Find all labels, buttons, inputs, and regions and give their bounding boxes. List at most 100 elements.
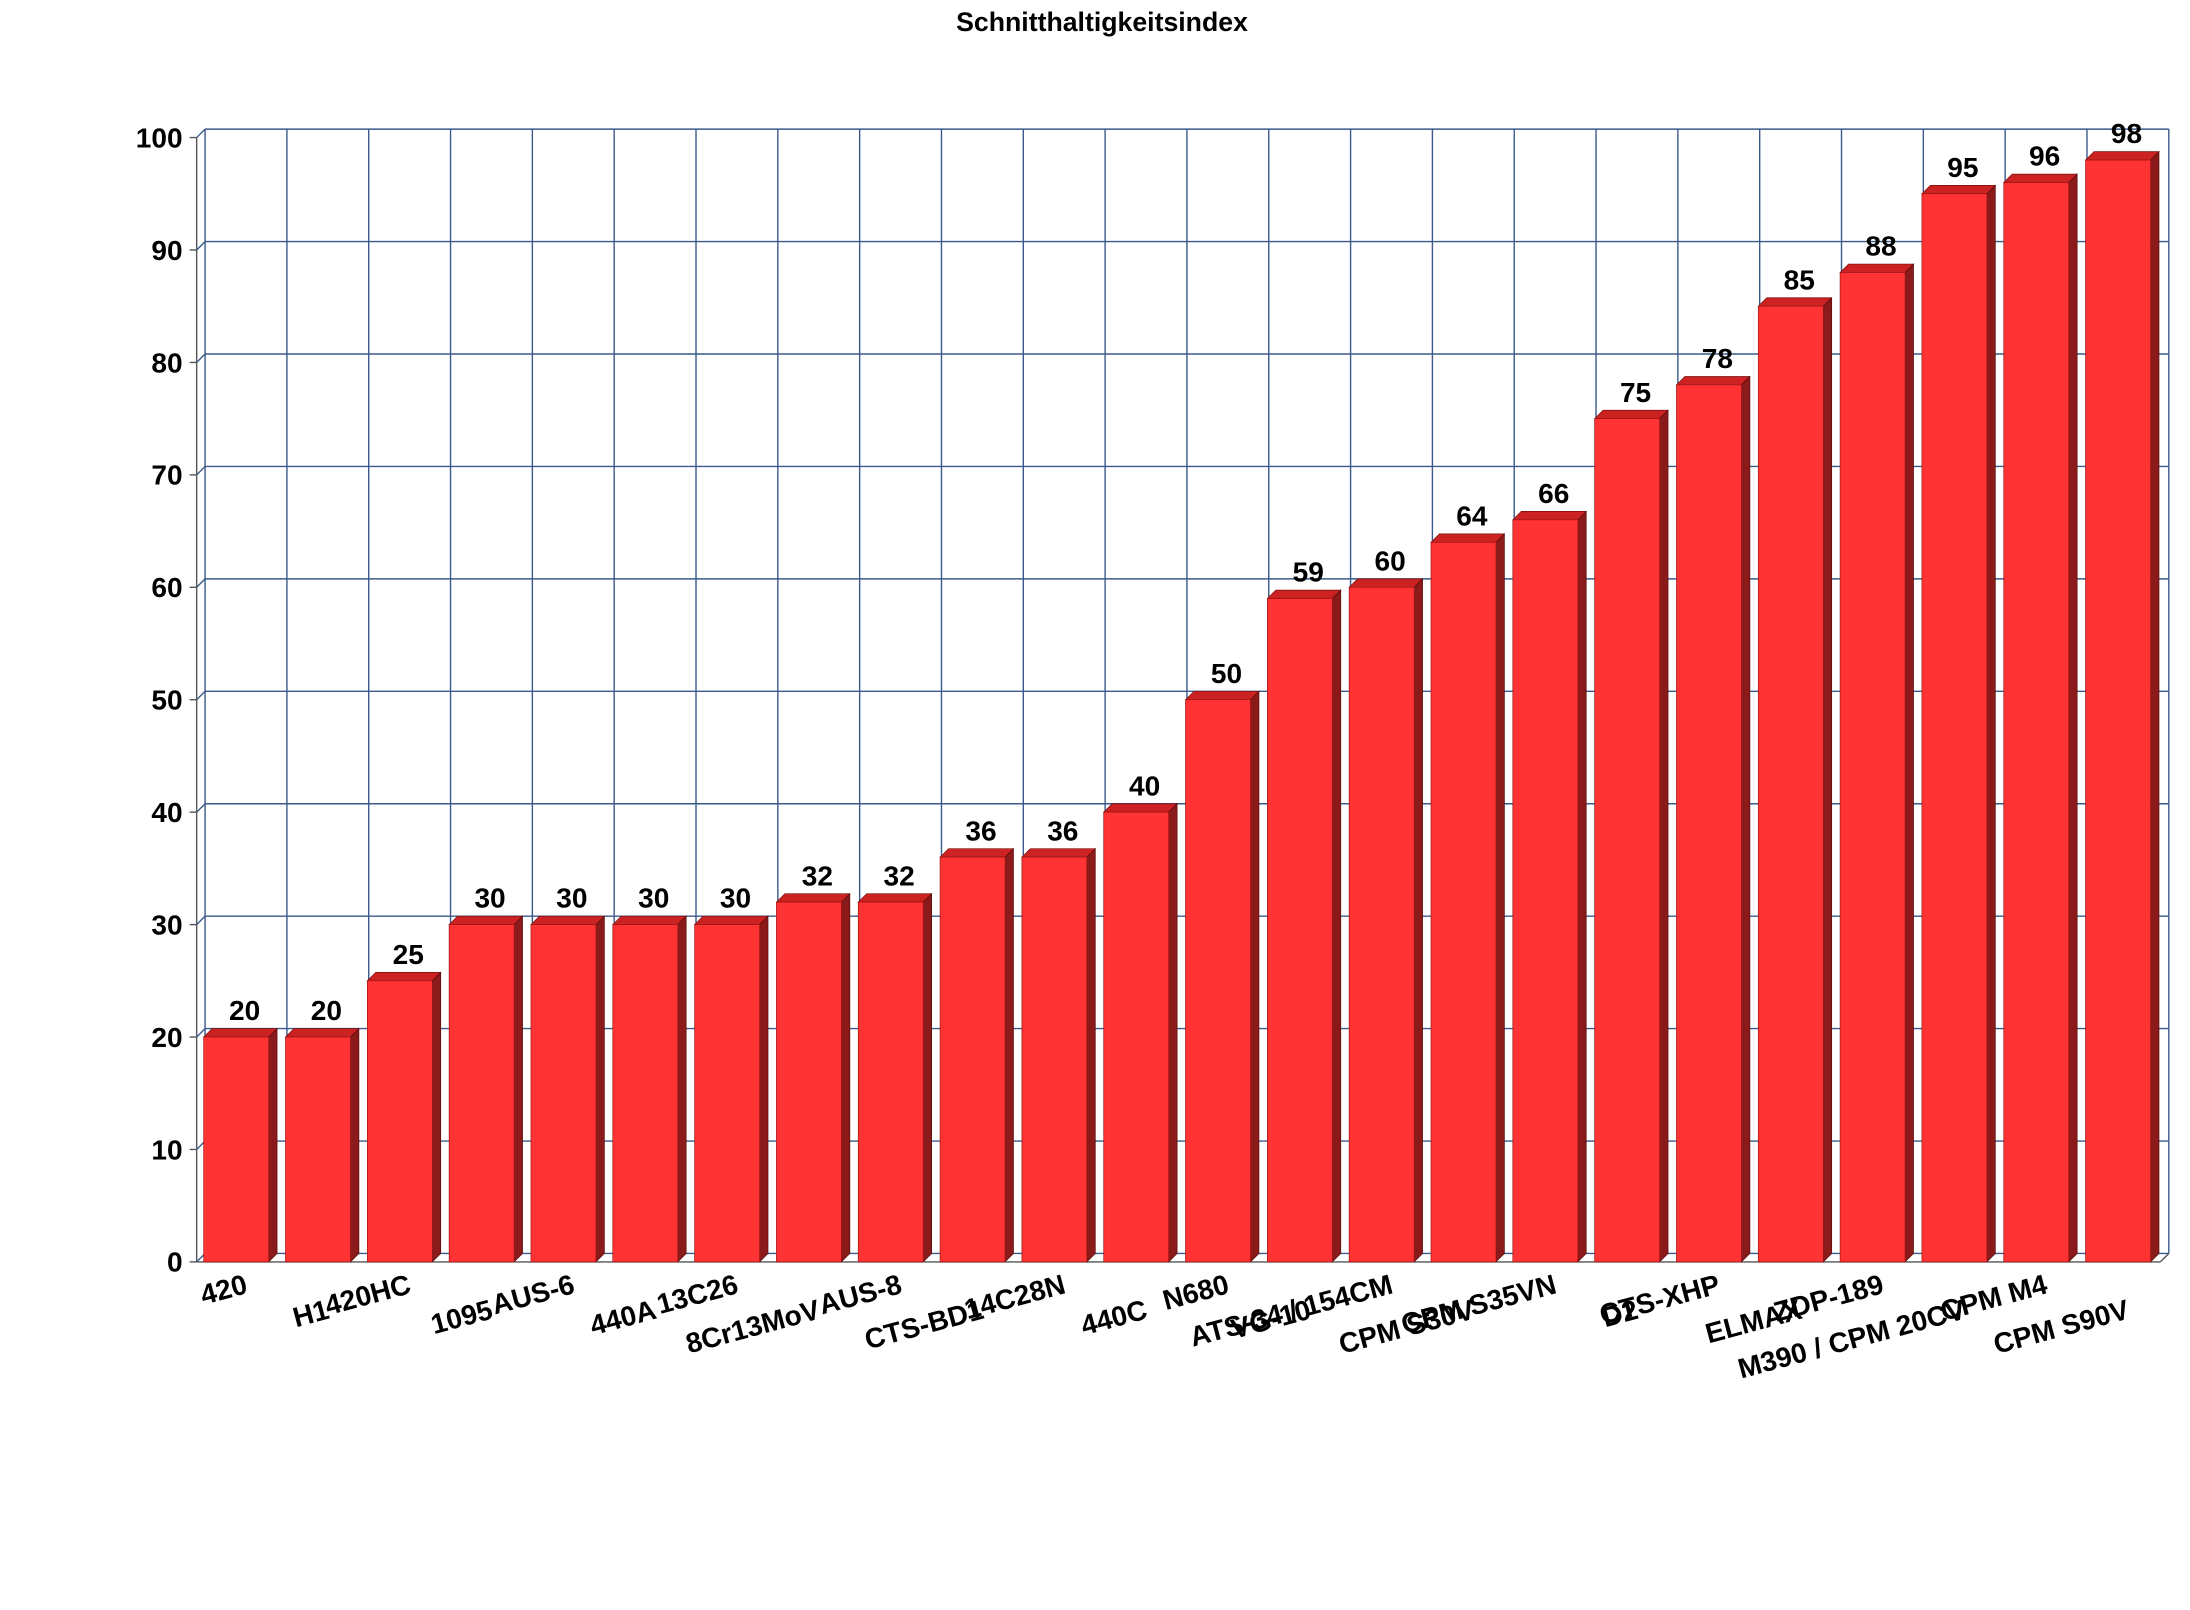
bar-side — [1822, 296, 1833, 1263]
bar-side — [759, 915, 769, 1263]
bar-top — [939, 848, 1015, 858]
y-tick-label: 70 — [151, 460, 182, 491]
bar — [1594, 418, 1660, 1263]
bar-side — [1331, 589, 1342, 1263]
y-tick-label: 90 — [151, 235, 182, 266]
bar-top — [1266, 589, 1342, 599]
bar-top — [1102, 803, 1178, 813]
bar — [1430, 541, 1497, 1263]
x-axis-depth — [2159, 1252, 2170, 1263]
bar — [1676, 384, 1742, 1263]
x-tick-label: 13C26 — [653, 1269, 741, 1320]
bar — [939, 856, 1006, 1263]
bar-top — [1348, 578, 1424, 588]
x-tick-label: AUS-6 — [488, 1269, 577, 1321]
y-tick-label: 20 — [151, 1022, 182, 1053]
bar-side — [1168, 802, 1178, 1263]
bar — [2085, 159, 2151, 1263]
bar-top — [202, 1028, 278, 1038]
y-tick-label: 60 — [151, 572, 182, 603]
bar-side — [1904, 263, 1914, 1263]
bar — [1021, 856, 1088, 1263]
y-tick-label: 50 — [151, 685, 182, 716]
bar — [1839, 272, 1906, 1263]
bar-side — [1741, 375, 1751, 1263]
grid-line-depth — [196, 578, 206, 588]
bar-side — [1250, 690, 1260, 1263]
y-tick-label: 100 — [136, 122, 183, 153]
value-label: 95 — [1947, 152, 1978, 183]
bar-top — [284, 1028, 360, 1038]
bar — [1103, 811, 1170, 1263]
bar — [366, 980, 433, 1263]
y-tick-label: 40 — [151, 797, 182, 828]
value-label: 40 — [1129, 770, 1160, 801]
bar — [857, 901, 924, 1263]
value-label: 30 — [474, 883, 505, 914]
bar-side — [1413, 578, 1423, 1263]
value-label: 36 — [965, 815, 996, 846]
bar-top — [611, 915, 688, 925]
bar-side — [1986, 184, 1996, 1263]
bar — [203, 1036, 270, 1263]
value-label: 85 — [1784, 264, 1815, 295]
bar-top — [1757, 297, 1833, 307]
bar-top — [1921, 185, 1997, 195]
bar — [1185, 699, 1251, 1263]
bar — [448, 924, 515, 1263]
bar-side — [841, 892, 851, 1263]
bar-top — [1021, 848, 1097, 858]
bar — [776, 901, 842, 1263]
bar-side — [1004, 847, 1014, 1263]
value-label: 20 — [311, 995, 342, 1026]
x-tick-label: 420 — [197, 1269, 250, 1311]
bar-side — [2150, 150, 2160, 1263]
bar-top — [530, 915, 606, 925]
bar-top — [448, 915, 524, 925]
bar — [1921, 193, 1988, 1263]
grid-line-depth — [196, 465, 206, 476]
bar — [612, 924, 679, 1263]
value-label: 32 — [884, 860, 915, 891]
bar-side — [1659, 409, 1669, 1263]
bar — [694, 924, 760, 1263]
bar — [1267, 598, 1333, 1263]
bar — [1348, 586, 1415, 1263]
x-tick-label: 420HC — [322, 1269, 414, 1322]
bar — [285, 1036, 351, 1263]
chart-title: Schnitthaltigkeitsindex — [956, 7, 1248, 37]
bar-top — [693, 915, 769, 925]
bar-top — [1430, 533, 1506, 543]
grid-line-depth — [196, 915, 206, 926]
bar-side — [1577, 510, 1587, 1263]
value-label: 30 — [556, 883, 587, 914]
bar-side — [1495, 533, 1505, 1263]
grid-line-depth — [196, 353, 206, 363]
grid-line-depth — [196, 241, 206, 251]
value-label: 96 — [2029, 141, 2060, 172]
x-tick-label: 14C28N — [961, 1269, 1068, 1326]
y-tick-label: 10 — [151, 1134, 182, 1165]
bar-side — [677, 915, 687, 1263]
bar-side — [2068, 173, 2078, 1263]
x-tick-label: N680 — [1159, 1269, 1232, 1316]
bar — [530, 924, 597, 1263]
x-tick-label: CPM S35VN — [1398, 1269, 1560, 1340]
bar-top — [1675, 376, 1751, 386]
value-label: 30 — [638, 883, 669, 914]
bar-top — [775, 893, 851, 903]
bar — [1757, 305, 1824, 1263]
bar-side — [1086, 847, 1096, 1263]
bar-top — [2002, 173, 2079, 183]
value-label: 88 — [1865, 231, 1896, 262]
value-label: 20 — [229, 995, 260, 1026]
value-label: 36 — [1047, 815, 1078, 846]
bar-top — [857, 893, 933, 903]
bar-side — [922, 892, 932, 1263]
grid-line-depth — [196, 128, 206, 139]
value-label: 25 — [393, 939, 424, 970]
grid-line-depth — [196, 690, 206, 701]
value-label: 66 — [1538, 478, 1569, 509]
